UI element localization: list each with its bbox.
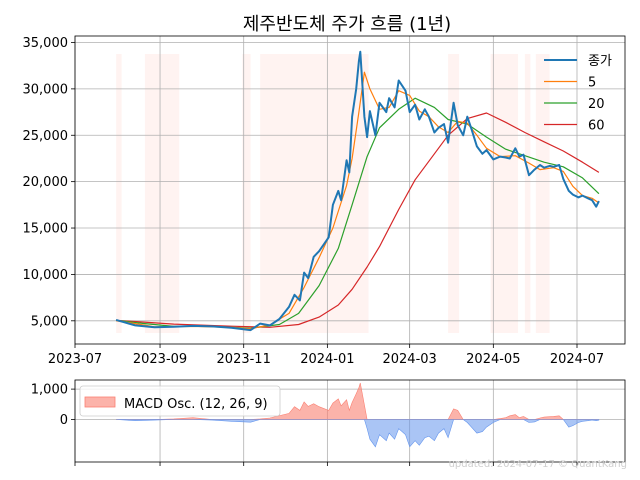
main-y-ticks: 5,000 10,000 15,000 20,000 25,000 30,000 35,00…	[23, 36, 75, 329]
main-grid	[74, 36, 625, 344]
legend-label: 종가	[588, 54, 612, 69]
y-tick-label: 20,000	[23, 175, 69, 190]
macd-y-tick-label: 1,000	[31, 383, 68, 398]
macd-legend-swatch	[84, 396, 116, 408]
shaded-period	[144, 54, 180, 333]
main-x-ticks: 2023-07 2023-09 2023-11 2024-01 2024-03 2024-…	[48, 344, 604, 367]
y-tick-label: 15,000	[23, 222, 69, 237]
macd-x-ticks	[74, 462, 578, 466]
shaded-period	[242, 54, 251, 333]
y-tick-label: 35,000	[23, 36, 69, 51]
series-line-60	[116, 112, 600, 328]
y-tick-label: 30,000	[23, 82, 69, 97]
legend-label: 20	[588, 97, 605, 112]
x-tick-label: 2023-07	[48, 352, 102, 367]
shaded-period	[535, 54, 550, 333]
legend-label: 5	[588, 76, 596, 91]
x-tick-label: 2024-05	[466, 352, 520, 367]
shaded-period	[448, 54, 460, 333]
main-plot: 2023-07 2023-09 2023-11 2024-01 2024-03 2024-…	[23, 35, 626, 367]
main-plot-frame	[74, 35, 626, 345]
x-tick-label: 2023-09	[133, 352, 187, 367]
chart-title: 제주반도체 주가 흐름 (1년)	[243, 14, 451, 35]
main-series-layer	[115, 50, 600, 332]
y-tick-label: 10,000	[23, 268, 69, 283]
macd-plot-frame	[74, 379, 626, 463]
y-tick-label: 25,000	[23, 129, 69, 144]
macd-legend-frame	[79, 385, 281, 417]
main-legend: 종가 5 20 60	[544, 54, 612, 134]
macd-negative-area	[116, 419, 600, 448]
series-line-종가	[115, 50, 600, 332]
shaded-period	[116, 54, 122, 333]
macd-legend: MACD Osc. (12, 26, 9)	[79, 385, 281, 417]
shaded-periods	[116, 54, 550, 333]
macd-area-layer	[116, 382, 600, 448]
macd-y-tick-label: 0	[60, 413, 68, 428]
macd-legend-label: MACD Osc. (12, 26, 9)	[124, 397, 268, 412]
y-tick-label: 5,000	[31, 314, 68, 329]
watermark: updated: 2024-07-17 © QuantKang	[449, 459, 627, 470]
macd-plot: 0 1,000 MACD Osc. (12, 26, 9)	[31, 379, 626, 466]
shaded-period	[524, 54, 531, 333]
macd-y-ticks: 0 1,000	[31, 383, 75, 428]
x-tick-label: 2024-07	[550, 352, 604, 367]
x-tick-label: 2024-03	[382, 352, 436, 367]
shaded-period	[490, 54, 519, 333]
x-tick-label: 2023-11	[217, 352, 271, 367]
x-tick-label: 2024-01	[300, 352, 354, 367]
legend-label: 60	[588, 119, 605, 134]
shaded-period	[260, 54, 369, 333]
